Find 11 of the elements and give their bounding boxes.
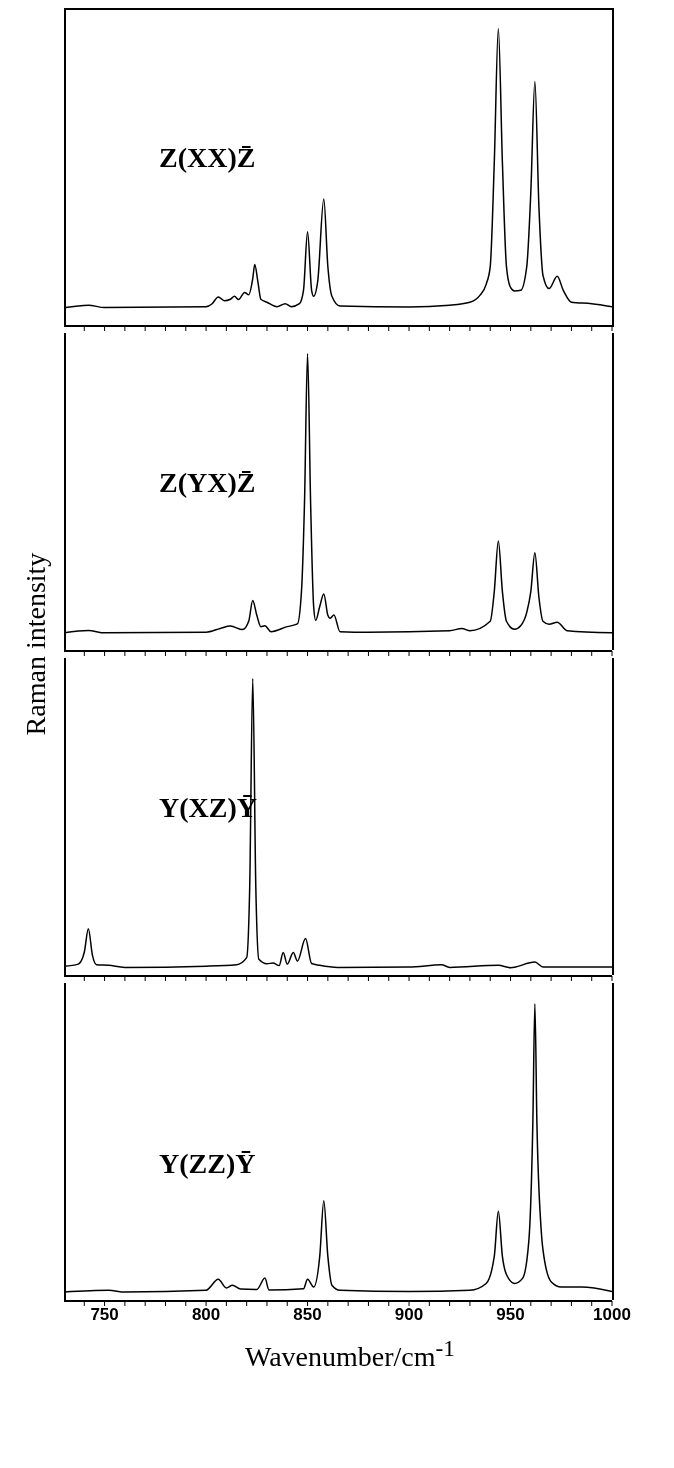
y-axis-title: Raman intensity [20, 552, 52, 736]
x-tick-label: 750 [90, 1305, 119, 1325]
x-axis-title: Wavenumber/cm$^{-1}$ [244, 1335, 456, 1374]
x-tick-label: 850 [293, 1305, 322, 1325]
x-tick-label: 800 [191, 1305, 221, 1325]
annotation: Y(ZZ)Ȳ [159, 1148, 256, 1181]
x-tick-label: 900 [394, 1305, 424, 1325]
x-tick-label: 1000 [593, 1305, 631, 1325]
annotation: Z(YX)Z̄ [159, 466, 256, 499]
annotation: Z(XX)Z̄ [159, 141, 256, 174]
x-tick-label: 950 [496, 1305, 525, 1325]
